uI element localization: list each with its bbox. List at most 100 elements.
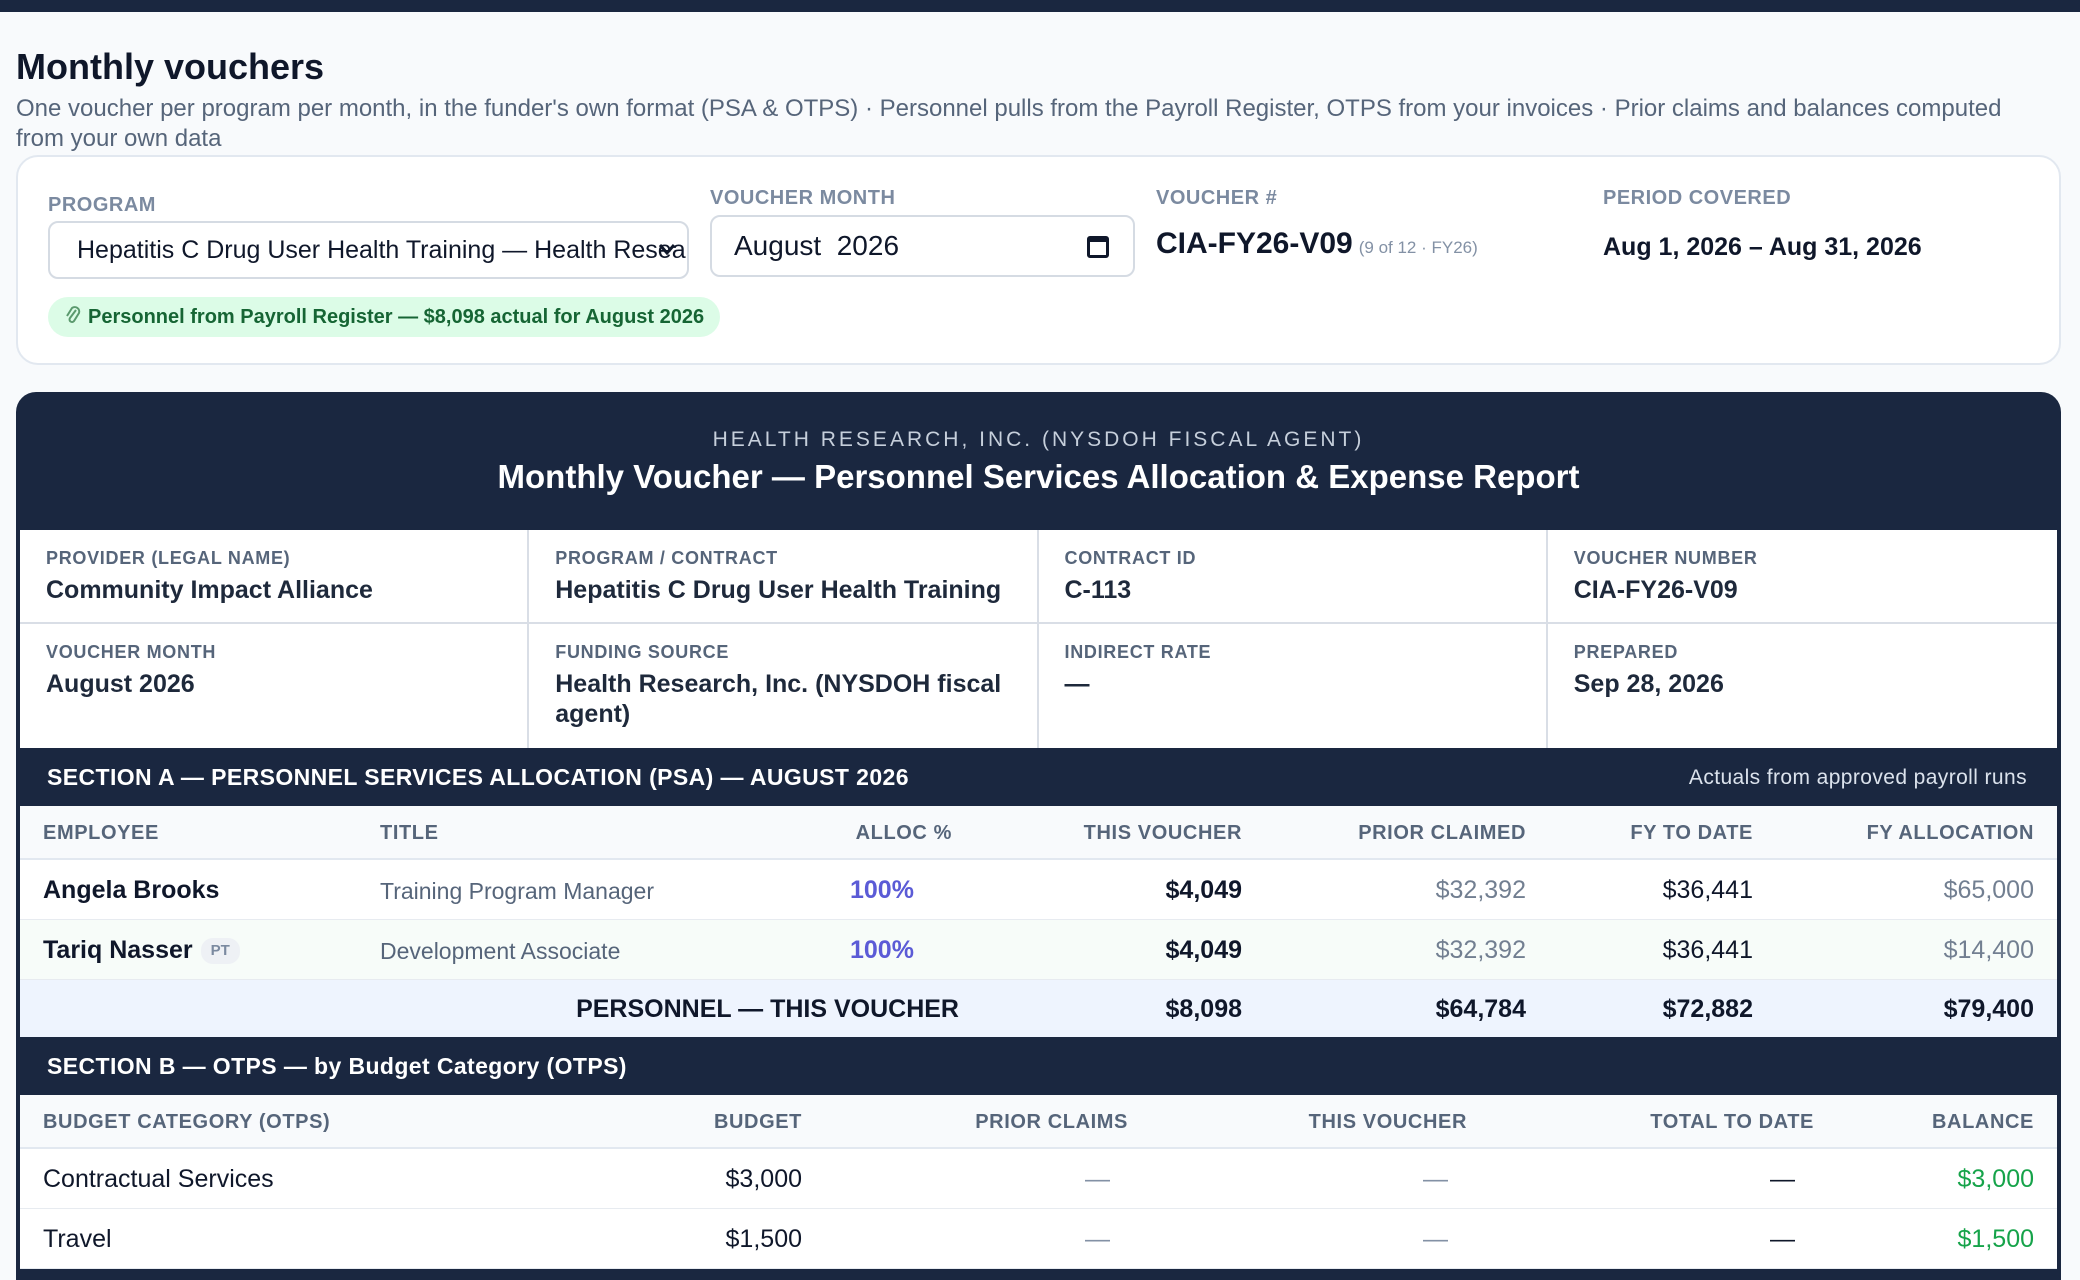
info-label: PROGRAM / CONTRACT [555, 548, 778, 568]
table-row[interactable]: Tariq Nasser PT Development Associate 100… [20, 920, 2057, 980]
this-voucher-amount: $4,049 [1165, 936, 1242, 964]
info-label: PREPARED [1573, 642, 1679, 662]
employee-name: Angela Brooks [43, 876, 220, 904]
info-label: INDIRECT RATE [1064, 642, 1212, 662]
section-b-header: SECTION B — OTPS — by Budget Category (O… [20, 1037, 2057, 1095]
budget-category: Contractual Services [43, 1165, 274, 1193]
period-covered-value: Aug 1, 2026 – Aug 31, 2026 [1603, 233, 1922, 261]
total-fy-allocation: $79,400 [1943, 995, 2034, 1023]
voucher-document-title: Monthly Voucher — Personnel Services All… [497, 458, 1580, 495]
calendar-icon[interactable] [1087, 236, 1109, 258]
info-value: Community Impact Alliance [46, 576, 373, 604]
total-prior-claimed: $64,784 [1435, 995, 1526, 1023]
balance-amount: $1,500 [1957, 1225, 2034, 1253]
prior-claimed-amount: $32,392 [1435, 876, 1526, 904]
voucher-number-label: VOUCHER # [1156, 187, 1278, 209]
info-label: PROVIDER (LEGAL NAME) [46, 548, 291, 568]
table-row[interactable]: Travel $1,500 — — — $1,500 [20, 1209, 2057, 1269]
table-row[interactable]: Contractual Services $3,000 — — — $3,000 [20, 1149, 2057, 1209]
info-value: CIA-FY26-V09 [1573, 576, 1738, 604]
total-this-voucher: $8,098 [1165, 995, 1242, 1023]
total-to-date-amount: — [1770, 1165, 1795, 1193]
table-row[interactable]: Angela Brooks Training Program Manager 1… [20, 860, 2057, 920]
col-fy-allocation: FY ALLOCATION [1866, 822, 2034, 844]
col-employee: EMPLOYEE [43, 822, 159, 844]
info-cell-voucher-month: VOUCHER MONTH August 2026 [20, 624, 530, 748]
section-a-title: SECTION A — PERSONNEL SERVICES ALLOCATIO… [47, 764, 909, 790]
period-covered-label: PERIOD COVERED [1603, 187, 1792, 209]
info-label: CONTRACT ID [1064, 548, 1197, 568]
employee-title: Training Program Manager [380, 878, 654, 904]
info-cell-indirect-rate: INDIRECT RATE — [1039, 624, 1548, 748]
info-label: VOUCHER MONTH [46, 642, 217, 662]
info-cell-contract-id: CONTRACT ID C-113 [1039, 530, 1548, 622]
top-bar [0, 0, 2080, 12]
budget-amount: $3,000 [725, 1165, 802, 1193]
program-label: PROGRAM [48, 194, 156, 216]
info-value: — [1064, 670, 1090, 698]
program-select-value: Hepatitis C Drug User Health Training — … [77, 236, 687, 264]
info-cell-prepared: PREPARED Sep 28, 2026 [1548, 624, 2057, 748]
prior-claims-amount: — [1085, 1225, 1110, 1253]
voucher-sequence: (9 of 12 · FY26) [1358, 238, 1478, 257]
fy-to-date-amount: $36,441 [1662, 876, 1753, 904]
col-title: TITLE [380, 822, 439, 844]
info-row: VOUCHER MONTH August 2026 FUNDING SOURCE… [20, 624, 2057, 748]
table-header-row: BUDGET CATEGORY (OTPS) BUDGET PRIOR CLAI… [20, 1095, 2057, 1149]
info-value: Hepatitis C Drug User Health Training [555, 576, 1002, 604]
paperclip-icon [64, 297, 82, 337]
col-balance: BALANCE [1932, 1111, 2034, 1133]
table-header-row: EMPLOYEE TITLE ALLOC % THIS VOUCHER PRIO… [20, 806, 2057, 860]
employee-title: Development Associate [380, 938, 621, 964]
chevron-down-icon [657, 223, 677, 277]
info-label: FUNDING SOURCE [555, 642, 730, 662]
alloc-percent: 100% [850, 876, 914, 904]
col-total-to-date: TOTAL TO DATE [1650, 1111, 1814, 1133]
voucher-info-grid: PROVIDER (LEGAL NAME) Community Impact A… [20, 530, 2057, 748]
col-budget: BUDGET [713, 1111, 802, 1133]
info-cell-voucher-number: VOUCHER NUMBER CIA-FY26-V09 [1548, 530, 2057, 622]
total-label: PERSONNEL — THIS VOUCHER [576, 995, 959, 1023]
employee-name-text: Tariq Nasser [43, 936, 193, 964]
page-subtitle: One voucher per program per month, in th… [16, 95, 2002, 152]
psa-table: EMPLOYEE TITLE ALLOC % THIS VOUCHER PRIO… [20, 806, 2057, 1038]
prior-claims-amount: — [1085, 1165, 1110, 1193]
info-cell-provider: PROVIDER (LEGAL NAME) Community Impact A… [20, 530, 530, 622]
balance-amount: $3,000 [1957, 1165, 2034, 1193]
col-prior-claims: PRIOR CLAIMS [975, 1111, 1128, 1133]
payroll-source-badge: Personnel from Payroll Register — $8,098… [48, 297, 721, 337]
voucher-month-label: VOUCHER MONTH [710, 187, 896, 209]
voucher-month-value: August 2026 [734, 230, 900, 261]
info-value: C-113 [1064, 576, 1132, 604]
col-this-voucher: THIS VOUCHER [1083, 822, 1242, 844]
voucher-number-value: CIA-FY26-V09 [1156, 227, 1353, 260]
personnel-total-row: PERSONNEL — THIS VOUCHER $8,098 $64,784 … [20, 980, 2057, 1038]
section-a-note: Actuals from approved payroll runs [1688, 766, 2027, 789]
col-budget-category: BUDGET CATEGORY (OTPS) [43, 1111, 331, 1133]
budget-category: Travel [43, 1225, 112, 1253]
alloc-percent: 100% [850, 936, 914, 964]
info-value: August 2026 [46, 670, 195, 698]
info-cell-funding-source: FUNDING SOURCE Health Research, Inc. (NY… [529, 624, 1039, 748]
voucher-number: CIA-FY26-V09 (9 of 12 · FY26) [1156, 227, 1478, 261]
this-voucher-amount: — [1423, 1165, 1448, 1193]
fy-to-date-amount: $36,441 [1662, 936, 1753, 964]
total-fy-to-date: $72,882 [1662, 995, 1753, 1023]
prior-claimed-amount: $32,392 [1435, 936, 1526, 964]
section-b-title: SECTION B — OTPS — by Budget Category (O… [47, 1053, 627, 1079]
info-label: VOUCHER NUMBER [1573, 548, 1758, 568]
voucher-month-input[interactable]: August 2026 [710, 215, 1135, 277]
info-row: PROVIDER (LEGAL NAME) Community Impact A… [20, 530, 2057, 624]
program-select[interactable]: Hepatitis C Drug User Health Training — … [48, 221, 689, 279]
part-time-badge: PT [200, 938, 240, 964]
fy-allocation-amount: $14,400 [1943, 936, 2034, 964]
funder-agency: HEALTH RESEARCH, INC. (NYSDOH FISCAL AGE… [712, 428, 1365, 451]
info-value: Health Research, Inc. (NYSDOH fiscal age… [555, 670, 1002, 728]
this-voucher-amount: — [1423, 1225, 1448, 1253]
employee-name: Tariq Nasser PT [43, 936, 240, 965]
col-this-voucher: THIS VOUCHER [1308, 1111, 1467, 1133]
voucher-document: HEALTH RESEARCH, INC. (NYSDOH FISCAL AGE… [16, 392, 2061, 1280]
fy-allocation-amount: $65,000 [1943, 876, 2034, 904]
col-alloc: ALLOC % [855, 822, 952, 844]
otps-table: BUDGET CATEGORY (OTPS) BUDGET PRIOR CLAI… [20, 1095, 2057, 1269]
